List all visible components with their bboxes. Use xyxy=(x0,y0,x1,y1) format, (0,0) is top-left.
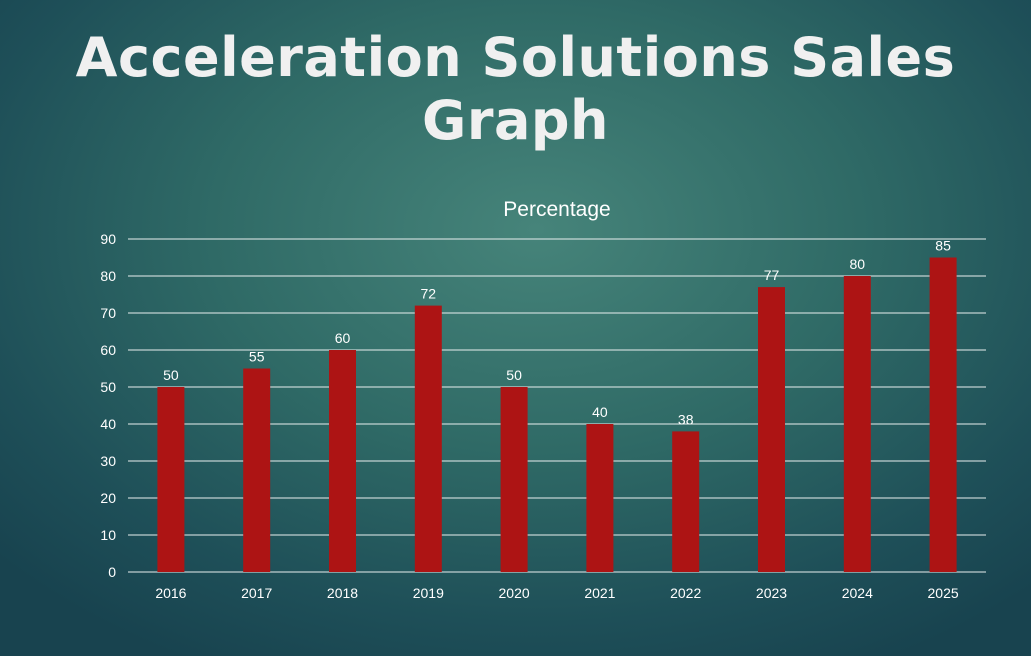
bar-2025 xyxy=(929,257,957,572)
y-tick-label: 50 xyxy=(100,379,116,395)
data-label: 38 xyxy=(678,411,694,427)
data-label: 85 xyxy=(935,238,951,254)
data-label: 77 xyxy=(764,267,780,283)
data-label: 55 xyxy=(249,349,265,365)
y-tick-label: 70 xyxy=(100,305,116,321)
data-label: 50 xyxy=(163,367,179,383)
bar-2020 xyxy=(500,387,528,572)
y-tick-label: 90 xyxy=(100,231,116,247)
y-tick-label: 30 xyxy=(100,453,116,469)
slide-title: Acceleration Solutions Sales Graph xyxy=(75,26,956,152)
x-tick-label: 2025 xyxy=(928,585,959,601)
data-label: 80 xyxy=(850,256,866,272)
y-tick-label: 60 xyxy=(100,342,116,358)
x-tick-label: 2019 xyxy=(413,585,444,601)
data-label: 72 xyxy=(421,286,437,302)
x-tick-label: 2022 xyxy=(670,585,701,601)
bar-2021 xyxy=(586,424,614,572)
y-tick-label: 20 xyxy=(100,490,116,506)
bar-2017 xyxy=(243,368,271,572)
y-tick-label: 40 xyxy=(100,416,116,432)
x-tick-label: 2024 xyxy=(842,585,873,601)
bar-2024 xyxy=(843,276,871,572)
x-tick-label: 2023 xyxy=(756,585,787,601)
x-tick-label: 2020 xyxy=(499,585,530,601)
x-tick-label: 2016 xyxy=(155,585,186,601)
bar-2022 xyxy=(672,431,700,572)
x-tick-label: 2018 xyxy=(327,585,358,601)
data-label: 60 xyxy=(335,330,351,346)
x-tick-label: 2021 xyxy=(584,585,615,601)
y-tick-label: 10 xyxy=(100,527,116,543)
y-tick-label: 0 xyxy=(108,564,116,580)
bar-2019 xyxy=(414,305,442,572)
data-label: 50 xyxy=(506,367,522,383)
bar-2018 xyxy=(329,350,356,572)
x-tick-label: 2017 xyxy=(241,585,272,601)
data-label: 40 xyxy=(592,404,608,420)
bar-2016 xyxy=(157,387,185,572)
bar-2023 xyxy=(758,287,785,572)
chart-title: Percentage xyxy=(503,198,610,221)
y-tick-label: 80 xyxy=(100,268,116,284)
